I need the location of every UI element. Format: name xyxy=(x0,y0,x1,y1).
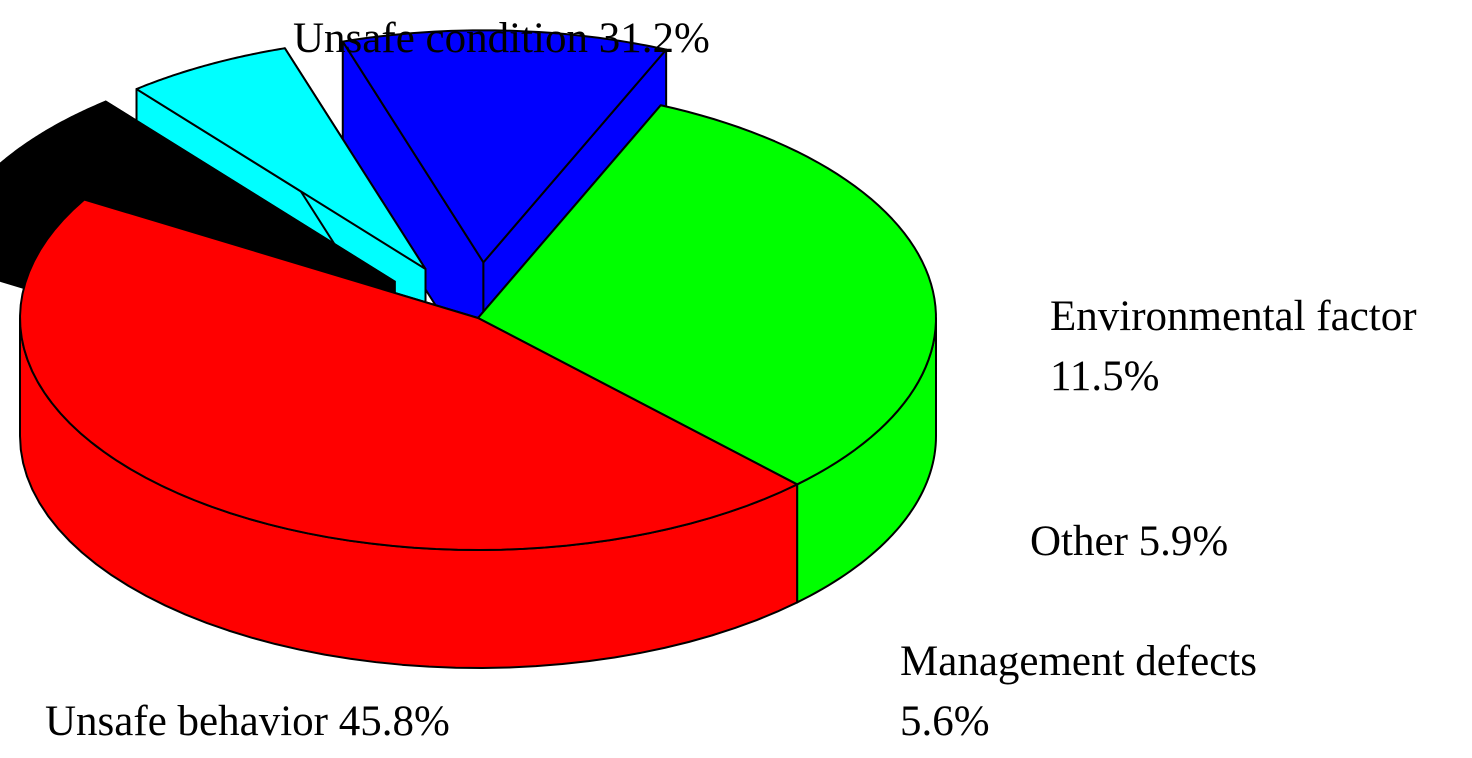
slice-unsafe-behavior xyxy=(19,198,799,669)
label-management-defects-value: 5.6% xyxy=(900,698,990,745)
slice-top-unsafe-condition xyxy=(477,104,937,486)
label-other: Other 5.9% xyxy=(1030,518,1228,565)
slice-top-management-defects xyxy=(0,100,396,283)
label-unsafe-condition: Unsafe condition 31.2% xyxy=(293,15,710,62)
slice-top-unsafe-behavior xyxy=(19,198,799,551)
label-unsafe-behavior: Unsafe behavior 45.8% xyxy=(45,698,450,745)
label-environmental-factor: Environmental factor xyxy=(1050,293,1417,340)
label-environmental-factor-value: 11.5% xyxy=(1050,353,1159,400)
pie-slices xyxy=(0,29,937,669)
slice-top-environmental-factor xyxy=(341,29,668,264)
label-management-defects: Management defects xyxy=(900,638,1257,685)
slice-top-other xyxy=(135,47,427,271)
